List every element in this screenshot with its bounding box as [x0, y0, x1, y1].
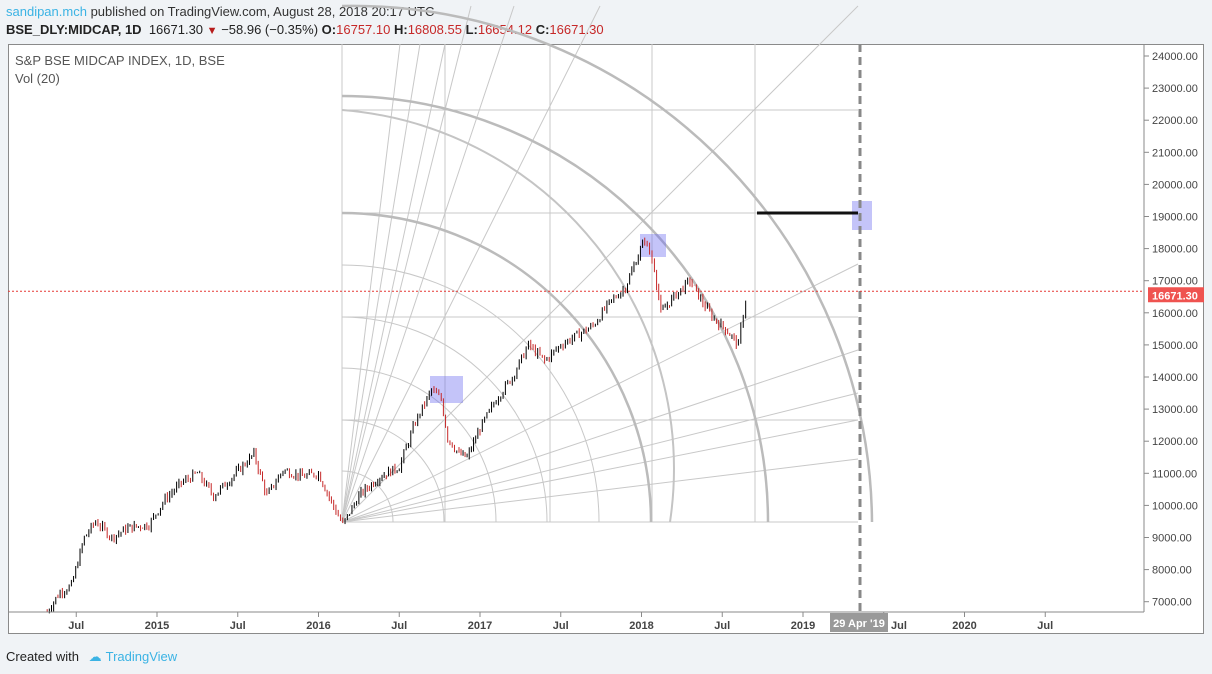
publish-info: sandipan.mch published on TradingView.co… — [6, 4, 434, 19]
x-tick-label: 2020 — [952, 620, 976, 632]
change: −58.96 (−0.35%) — [221, 22, 319, 37]
x-tick-label: 2019 — [791, 620, 815, 632]
last-price-badge: 16671.30 — [1148, 287, 1204, 303]
x-tick-label: 2017 — [468, 620, 492, 632]
chart-area[interactable] — [8, 44, 1204, 634]
h-label: H: — [393, 22, 408, 37]
y-tick-label: 10000.00 — [1152, 500, 1198, 512]
tradingview-logo-icon: ☁ — [88, 649, 102, 664]
x-tick-label: Jul — [391, 620, 407, 632]
y-tick-label: 14000.00 — [1152, 372, 1198, 384]
y-tick-label: 8000.00 — [1152, 565, 1192, 577]
x-tick-label: Jul — [68, 620, 84, 632]
y-tick-label: 16000.00 — [1152, 308, 1198, 320]
y-tick-label: 24000.00 — [1152, 51, 1198, 63]
y-tick-label: 7000.00 — [1152, 597, 1192, 609]
y-tick-label: 15000.00 — [1152, 340, 1198, 352]
created-with: Created with — [6, 649, 79, 664]
y-tick-label: 9000.00 — [1152, 533, 1192, 545]
highlight-box — [430, 376, 463, 403]
x-tick-label: 2015 — [145, 620, 169, 632]
y-tick-label: 13000.00 — [1152, 404, 1198, 416]
tradingview-link[interactable]: TradingView — [105, 649, 178, 664]
x-tick-label: 2016 — [306, 620, 330, 632]
legend: S&P BSE MIDCAP INDEX, 1D, BSE Vol (20) — [15, 52, 225, 88]
symbol: BSE_DLY:MIDCAP, 1D — [6, 22, 142, 37]
y-tick-label: 12000.00 — [1152, 436, 1198, 448]
y-tick-label: 23000.00 — [1152, 83, 1198, 95]
candles — [46, 237, 747, 614]
publish-text: published on TradingView.com, August 28,… — [90, 4, 435, 19]
legend-volume: Vol (20) — [15, 71, 60, 86]
y-tick-label: 20000.00 — [1152, 179, 1198, 191]
x-tick-label: 2018 — [629, 620, 653, 632]
gann-box — [341, 4, 874, 612]
x-tick-label: Jul — [891, 620, 907, 632]
last-price-label: 16671.30 — [1152, 290, 1198, 302]
high-value: 16808.55 — [407, 22, 462, 37]
x-tick-label: Jul — [1037, 620, 1053, 632]
c-label: C: — [535, 22, 550, 37]
o-label: O: — [321, 22, 337, 37]
x-tick-label: Jul — [553, 620, 569, 632]
legend-title: S&P BSE MIDCAP INDEX, 1D, BSE — [15, 53, 225, 68]
cursor-date-badge: 29 Apr '19 — [830, 613, 888, 632]
cursor-date-label: 29 Apr '19 — [833, 618, 885, 630]
y-tick-label: 18000.00 — [1152, 244, 1198, 256]
y-tick-label: 22000.00 — [1152, 115, 1198, 127]
l-label: L: — [465, 22, 478, 37]
author-link[interactable]: sandipan.mch — [6, 4, 87, 19]
y-tick-label: 11000.00 — [1152, 468, 1197, 480]
highlight-box — [852, 201, 872, 230]
open-value: 16757.10 — [336, 22, 391, 37]
x-tick-label: Jul — [714, 620, 730, 632]
y-tick-label: 21000.00 — [1152, 147, 1198, 159]
price-axis: 24000.00 23000.00 22000.00 21000.00 20000.00… — [1144, 51, 1198, 609]
highlight-box — [640, 234, 666, 257]
x-tick-label: Jul — [230, 620, 246, 632]
y-tick-label: 17000.00 — [1152, 276, 1198, 288]
down-arrow-icon: ▼ — [206, 25, 218, 37]
footer: Created with ☁ TradingView — [6, 649, 177, 665]
last-price: 16671.30 — [148, 22, 204, 37]
time-axis: Jul 2015 Jul 2016 Jul 2017 Jul 2018 Jul 2019 Jul 20… — [68, 612, 1053, 632]
y-tick-label: 19000.00 — [1152, 212, 1198, 224]
